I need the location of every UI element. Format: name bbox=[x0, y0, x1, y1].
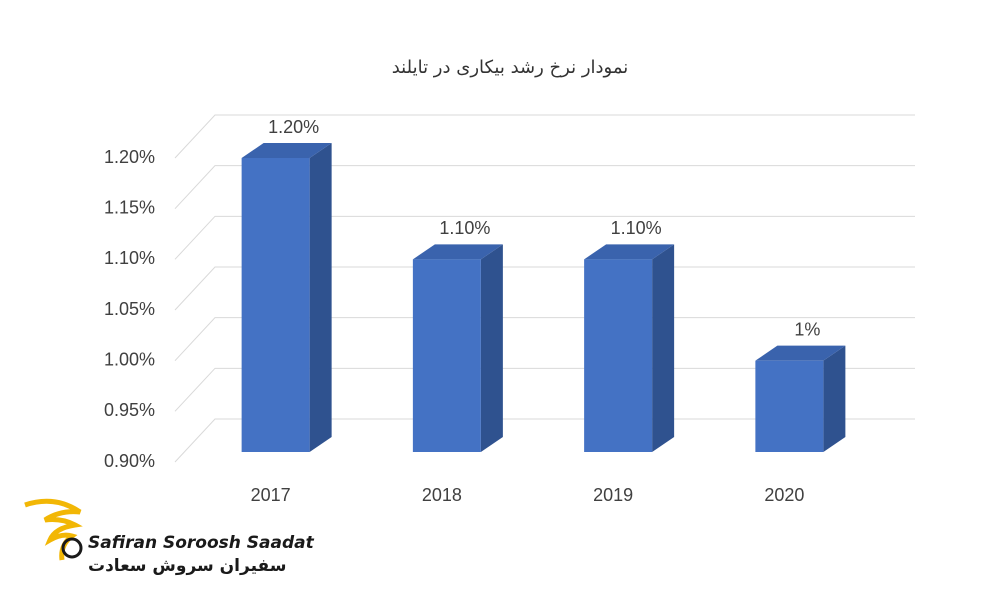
grid-line bbox=[174, 114, 915, 159]
bar-side bbox=[823, 345, 846, 452]
bar bbox=[412, 259, 481, 452]
y-tick-label: 1.20% bbox=[104, 147, 155, 167]
bar bbox=[584, 259, 653, 452]
y-tick-label: 1.10% bbox=[104, 248, 155, 268]
grid-line bbox=[174, 165, 915, 210]
value-label: 1% bbox=[794, 319, 820, 339]
grid-line bbox=[174, 418, 915, 463]
grid-line bbox=[174, 266, 915, 311]
y-tick-label: 0.95% bbox=[104, 400, 155, 420]
y-tick-label: 1.15% bbox=[104, 197, 155, 217]
bar-top bbox=[584, 244, 675, 260]
bar-side bbox=[309, 143, 332, 452]
value-label: 1.10% bbox=[439, 218, 490, 238]
bar-side bbox=[480, 244, 503, 452]
bar-side bbox=[652, 244, 675, 452]
bar-top bbox=[412, 244, 503, 260]
logo-text-fa: سفیران سروش سعادت bbox=[88, 556, 286, 576]
logo-icon bbox=[61, 537, 83, 559]
grid-line bbox=[174, 367, 915, 412]
value-label: 1.10% bbox=[611, 218, 662, 238]
x-tick-label: 2019 bbox=[593, 485, 633, 505]
logo: Safiran Soroosh Saadat سفیران سروش سعادت bbox=[24, 498, 315, 576]
y-tick-label: 1.00% bbox=[104, 349, 155, 369]
bar bbox=[755, 360, 824, 452]
bar-top bbox=[755, 345, 846, 361]
value-label: 1.20% bbox=[268, 117, 319, 137]
chart-title: نمودار نرخ رشد بیکاری در تایلند bbox=[392, 57, 629, 78]
x-tick-label: 2017 bbox=[251, 485, 291, 505]
x-tick-label: 2020 bbox=[764, 485, 804, 505]
grid-line bbox=[174, 317, 915, 362]
logo-icon bbox=[24, 498, 83, 561]
x-tick-label: 2018 bbox=[422, 485, 462, 505]
bar bbox=[241, 158, 310, 452]
y-tick-label: 0.90% bbox=[104, 451, 155, 471]
bar-top bbox=[241, 143, 332, 158]
grid-line bbox=[174, 215, 915, 260]
logo-text-en: Safiran Soroosh Saadat bbox=[88, 533, 315, 553]
y-tick-label: 1.05% bbox=[104, 299, 155, 319]
